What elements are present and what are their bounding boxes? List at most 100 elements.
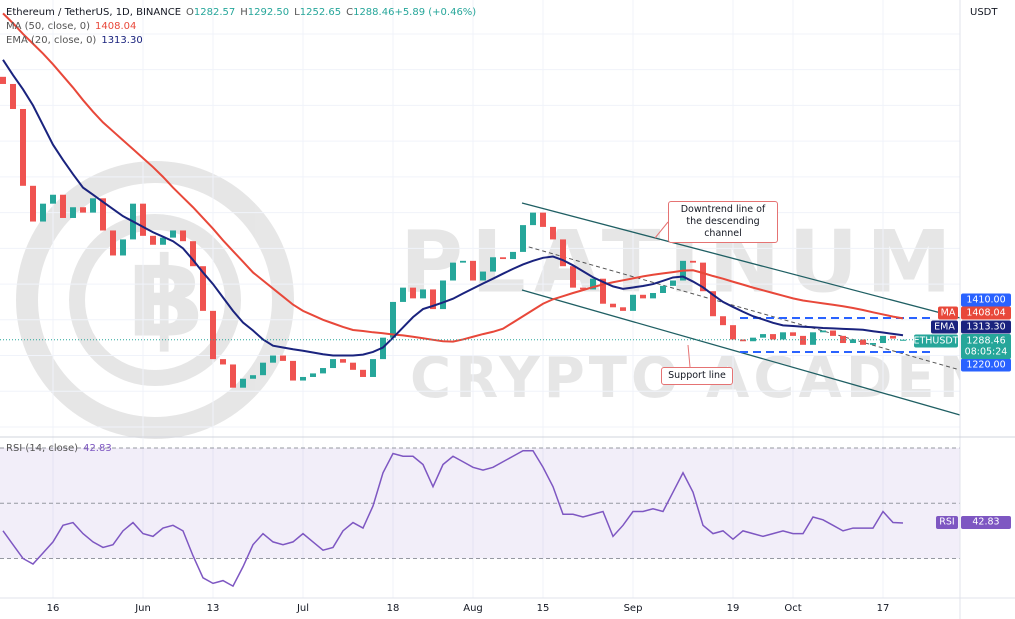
candle xyxy=(640,294,646,299)
overlay-legend-value: 1408.04 xyxy=(95,21,136,32)
candle xyxy=(700,262,706,292)
candle xyxy=(710,291,716,317)
candle xyxy=(140,203,146,236)
rsi-legend-name: RSI (14, close) xyxy=(6,443,78,454)
candle xyxy=(410,287,416,299)
candle xyxy=(820,330,826,333)
x-tick-label: 16 xyxy=(47,603,60,614)
ohlc-value: 1288.46 xyxy=(353,7,394,18)
candle xyxy=(390,301,396,338)
x-tick-label: 18 xyxy=(387,603,400,614)
candle xyxy=(400,287,406,302)
watermark-logo xyxy=(69,214,241,386)
candle xyxy=(770,334,776,340)
x-tick-label: Jul xyxy=(296,603,309,614)
price-label-bg xyxy=(961,334,1011,359)
symbol-tag-bg xyxy=(914,334,958,348)
candle xyxy=(60,194,66,218)
overlay-value: 1408.04 xyxy=(966,308,1005,319)
candle xyxy=(780,332,786,340)
candle xyxy=(830,330,836,336)
candle xyxy=(630,294,636,311)
level-label-bg xyxy=(961,358,1011,372)
rsi-legend-value: 42.83 xyxy=(83,443,112,454)
price-label: 1288.46 xyxy=(966,336,1005,347)
overlay-legend: EMA (20, close, 0) 1313.30 xyxy=(6,35,143,46)
pointer xyxy=(687,344,691,368)
rsi-line xyxy=(2,449,904,588)
annotation: Downtrend line of the descending channel xyxy=(668,201,778,243)
symbol-tag: ETHUSDT xyxy=(913,336,958,347)
candle xyxy=(900,339,906,341)
rsi-value: 42.83 xyxy=(972,517,999,528)
candle xyxy=(690,260,696,263)
x-tick-label: 15 xyxy=(537,603,550,614)
ohlc-key: O xyxy=(186,7,194,18)
candle xyxy=(70,207,76,218)
candle xyxy=(470,260,476,281)
candle xyxy=(460,260,466,263)
candle xyxy=(430,289,436,310)
rsi-value-bg xyxy=(961,516,1011,529)
ohlc-value: +5.89 (+0.46%) xyxy=(394,7,476,18)
rsi-tag: RSI xyxy=(939,517,954,528)
candle xyxy=(720,316,726,326)
channel-upper xyxy=(521,202,961,319)
candle xyxy=(760,334,766,338)
overlay-legend: MA (50, close, 0) 1408.04 xyxy=(6,21,136,32)
candle xyxy=(290,360,296,381)
x-tick-label: 17 xyxy=(877,603,890,614)
overlay-legend-name: MA (50, close, 0) xyxy=(6,21,90,32)
overlay-tag: EMA xyxy=(934,322,955,333)
symbol-title: Ethereum / TetherUS, 1D, BINANCE xyxy=(6,7,181,18)
candle xyxy=(260,362,266,376)
countdown: 08:05:24 xyxy=(965,347,1008,358)
candle xyxy=(10,83,16,109)
ohlc-key: C xyxy=(346,7,353,18)
candle xyxy=(580,287,586,290)
candle xyxy=(250,375,256,379)
candle xyxy=(360,369,366,377)
candle xyxy=(620,307,626,311)
candle xyxy=(520,225,526,252)
candle xyxy=(240,378,246,388)
candle xyxy=(160,237,166,245)
candle xyxy=(790,332,796,336)
candle xyxy=(50,194,56,204)
overlay-legend-value: 1313.30 xyxy=(101,35,142,46)
x-tick-label: Aug xyxy=(463,603,483,614)
candle xyxy=(670,280,676,286)
candle xyxy=(660,285,666,294)
candle xyxy=(40,203,46,222)
level-label: 1410.00 xyxy=(966,295,1005,306)
candle xyxy=(600,278,606,304)
candle xyxy=(30,185,36,222)
candle xyxy=(420,289,426,299)
candle xyxy=(850,339,856,344)
overlay-value: 1313.30 xyxy=(966,322,1005,333)
candle xyxy=(300,376,306,381)
candle xyxy=(200,266,206,311)
axis-label: USDT xyxy=(970,7,998,18)
x-tick-label: Jun xyxy=(134,603,151,614)
x-tick-label: 13 xyxy=(207,603,220,614)
overlay-value-bg xyxy=(961,306,1011,320)
candle xyxy=(550,226,556,240)
candle xyxy=(440,280,446,310)
candle xyxy=(490,257,496,272)
candle xyxy=(540,212,546,227)
overlay-line xyxy=(2,12,904,343)
candle xyxy=(310,373,316,377)
candle xyxy=(150,235,156,245)
overlay-tag-bg xyxy=(938,306,958,320)
candle xyxy=(80,207,86,213)
ohlc-key: L xyxy=(294,7,300,18)
candle xyxy=(610,303,616,308)
overlay-tag-bg xyxy=(931,320,958,334)
annotation: Support line xyxy=(661,367,733,385)
candle xyxy=(180,230,186,242)
candle xyxy=(450,262,456,281)
level-label: 1220.00 xyxy=(966,360,1005,371)
